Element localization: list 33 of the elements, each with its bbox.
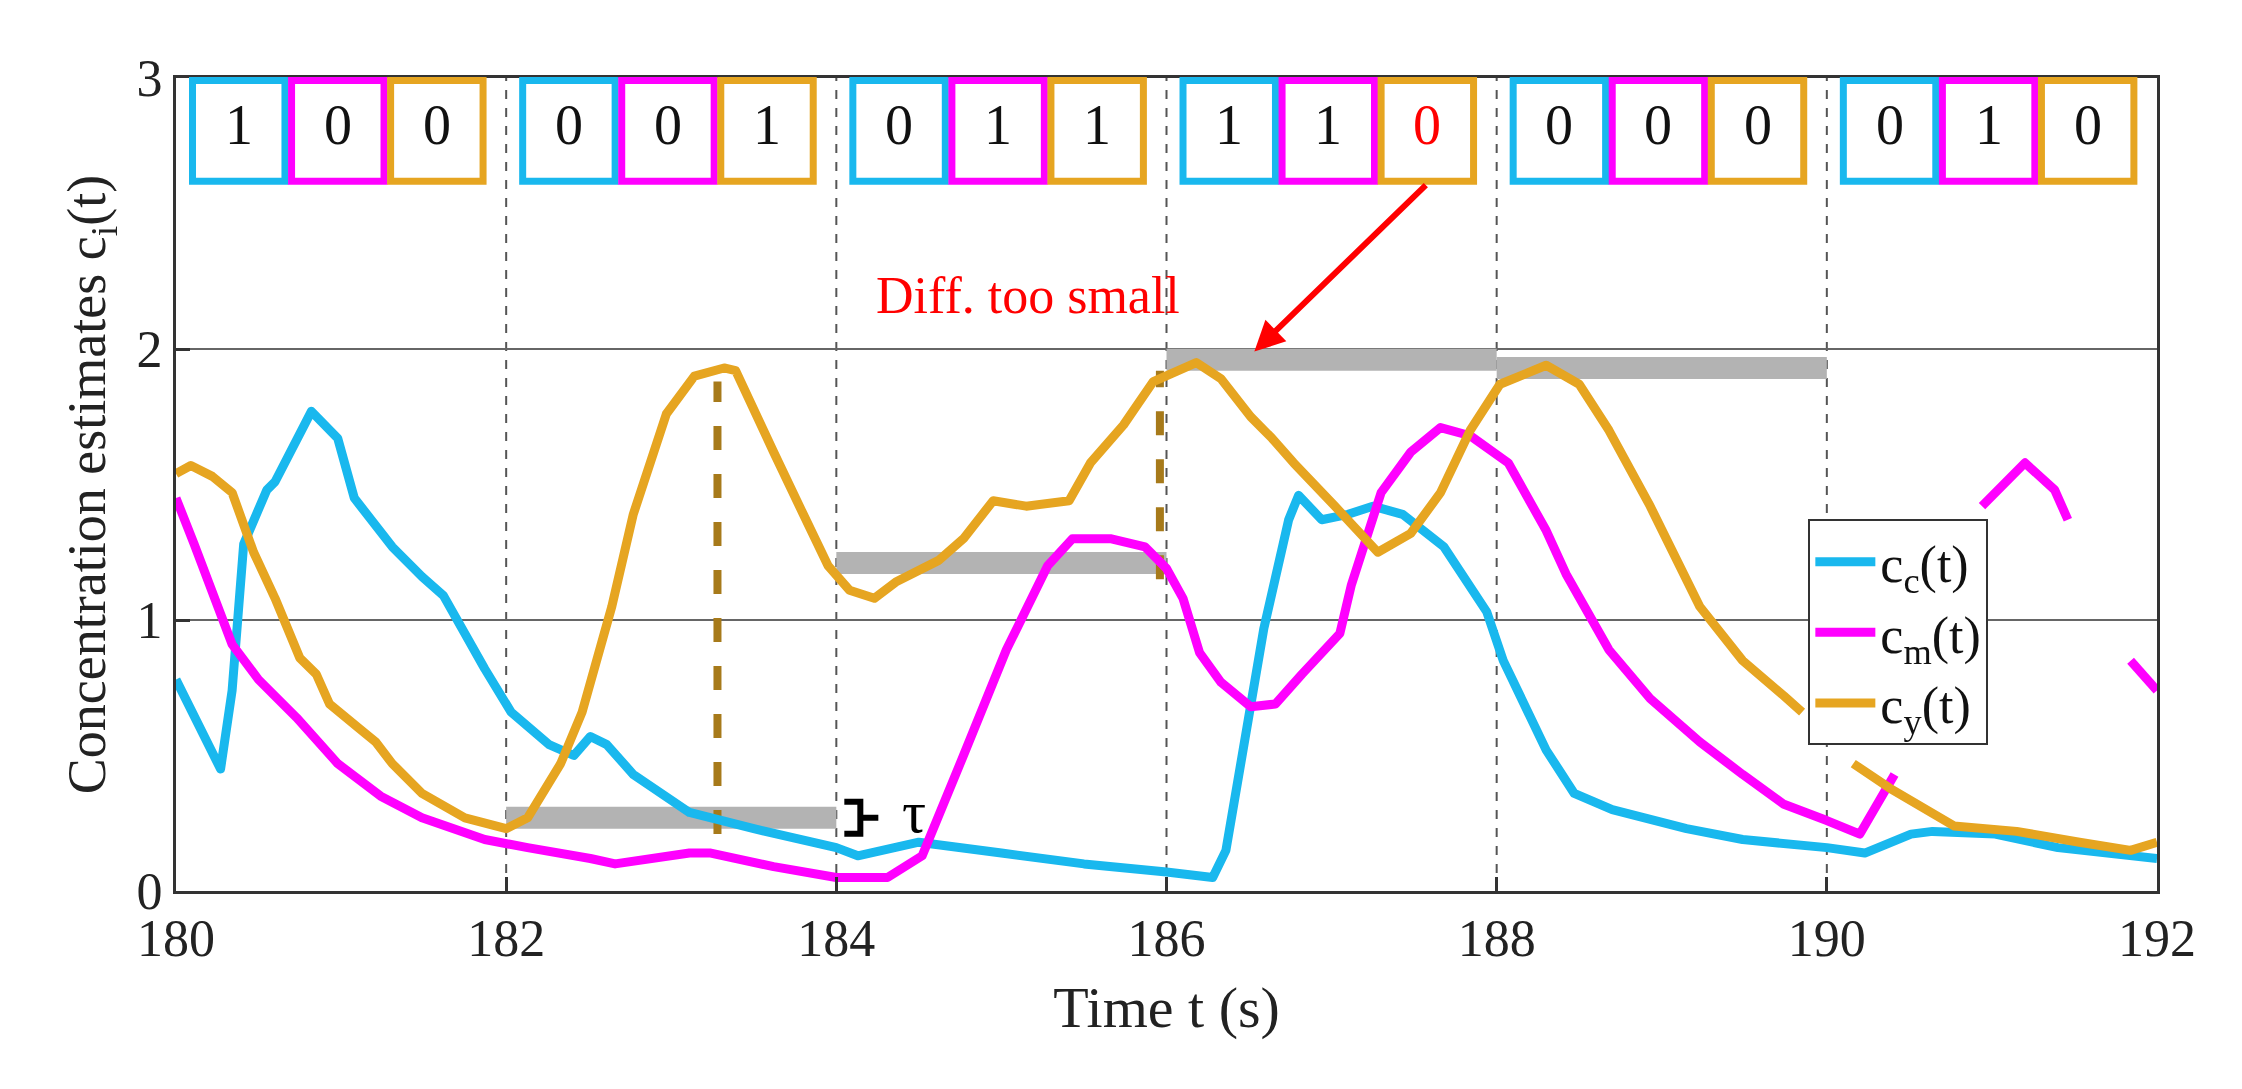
x-tick-label: 184 xyxy=(797,910,876,968)
y-tick-label: 3 xyxy=(136,50,163,108)
annotation: Diff. too small xyxy=(876,267,1180,324)
annotation: 1 xyxy=(1975,94,2003,156)
annotation: 0 xyxy=(1744,94,1772,156)
y-tick-label: 1 xyxy=(136,592,163,650)
legend-label: c$_{y}$(t) xyxy=(1880,677,1971,743)
annotation: 1 xyxy=(1314,94,1342,156)
annotation: τ xyxy=(902,779,927,845)
x-axis-title: Time t (s) xyxy=(1053,974,1280,1040)
legend-label: c$_{m}$(t) xyxy=(1880,606,1981,672)
legend-label: c$_{c}$(t) xyxy=(1880,536,1969,601)
annotation: 1 xyxy=(1215,94,1243,156)
annotation: 0 xyxy=(2074,94,2102,156)
x-tick-label: 182 xyxy=(467,910,546,968)
annotation: 0 xyxy=(885,94,913,156)
x-tick-label: 188 xyxy=(1457,910,1536,968)
annotation: 0 xyxy=(1413,94,1441,156)
annotation: 0 xyxy=(1644,94,1672,156)
y-tick-label: 2 xyxy=(136,321,163,379)
annotation: 1 xyxy=(1083,94,1111,156)
annotation: 0 xyxy=(654,94,682,156)
x-tick-label: 190 xyxy=(1787,910,1866,968)
x-tick-label: 192 xyxy=(2118,910,2196,968)
annotation: 0 xyxy=(555,94,583,156)
annotation: 0 xyxy=(1545,94,1573,156)
annotation: 0 xyxy=(324,94,352,156)
annotation: 1 xyxy=(225,94,253,156)
annotation: 0 xyxy=(1876,94,1904,156)
annotation: 0 xyxy=(423,94,451,156)
x-tick-label: 186 xyxy=(1127,910,1206,968)
annotation: 1 xyxy=(753,94,781,156)
annotation: 1 xyxy=(984,94,1012,156)
